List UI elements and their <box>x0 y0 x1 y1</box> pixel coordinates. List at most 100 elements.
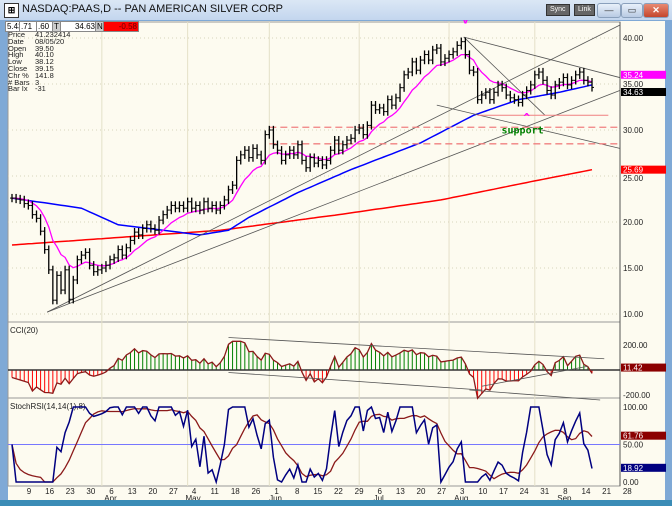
link-button[interactable]: Link <box>574 4 595 16</box>
month-label: Jun <box>269 494 282 500</box>
date-tick-label: 15 <box>313 487 322 496</box>
cci-line <box>11 340 593 400</box>
last-value-badge <box>621 88 666 97</box>
date-tick-label: 17 <box>499 487 508 496</box>
stochrsi-last-text: 18.92 <box>623 464 644 473</box>
info-label: Bar Ix <box>8 84 28 94</box>
month-label: May <box>185 494 200 500</box>
date-tick-label: 8 <box>563 487 568 496</box>
stochrsi-last-badge <box>621 431 666 440</box>
date-tick-label: 13 <box>128 487 137 496</box>
price-tick-label: 25.00 <box>623 174 644 183</box>
window-title: NASDAQ:PAAS,D -- PAN AMERICAN SILVER COR… <box>22 3 283 15</box>
info-label: # Bars <box>8 77 30 87</box>
cci-title: CCI(20) <box>10 326 38 335</box>
date-tick-label: 9 <box>27 487 32 496</box>
info-value: 08/05/20 <box>35 36 65 46</box>
info-value: 141.8 <box>35 70 54 80</box>
maximize-button[interactable]: ▭ <box>621 3 643 18</box>
date-tick-label: 13 <box>396 487 405 496</box>
info-label: Close <box>8 64 28 73</box>
info-value: 40.10 <box>35 50 54 60</box>
close-button[interactable]: ✕ <box>643 3 669 18</box>
info-row: Close 39.15 <box>8 64 54 73</box>
date-tick-label: 21 <box>602 487 611 496</box>
info-value: 3 <box>35 77 40 87</box>
price-tick-label: 30.00 <box>623 126 644 135</box>
date-tick-label: 31 <box>540 487 549 496</box>
stochrsi-last-text: 61.76 <box>623 432 644 441</box>
date-tick-label: 10 <box>478 487 487 496</box>
info-row: Date 08/05/20 <box>8 36 65 46</box>
cci-trendline <box>481 365 588 387</box>
stochrsi-title: StochRSI(14,14(1),8) <box>10 402 86 411</box>
ma-mid-line <box>11 84 593 236</box>
date-tick-label: 11 <box>211 487 220 496</box>
trendline <box>46 24 620 313</box>
info-value: -31 <box>35 84 46 94</box>
price-tick-label: 15.00 <box>623 264 644 273</box>
info-value: 38.12 <box>35 57 54 67</box>
chart-app-icon: ⊞ <box>4 3 19 18</box>
info-row: High 40.10 <box>8 50 54 60</box>
month-label: Sep <box>557 494 572 500</box>
date-tick-label: 26 <box>251 487 260 496</box>
date-tick-label: 1 <box>274 487 279 496</box>
sync-button[interactable]: Sync <box>546 4 570 16</box>
info-label: Chr % <box>8 70 29 80</box>
title-bar: ⊞ NASDAQ:PAAS,D -- PAN AMERICAN SILVER C… <box>0 0 672 20</box>
change-field: -0.58 <box>103 21 139 32</box>
last-value-badge <box>621 165 666 174</box>
date-tick-label: 30 <box>86 487 95 496</box>
month-label: Jul <box>374 494 384 500</box>
ma-slow-line <box>11 168 593 246</box>
stochrsi-tick-label: 100.00 <box>623 403 648 412</box>
cci-tick-label: 200.00 <box>623 341 648 350</box>
info-row: # Bars 3 <box>8 77 40 87</box>
info-row: Open 39.50 <box>8 43 54 53</box>
date-tick-label: 23 <box>66 487 75 496</box>
date-tick-label: 6 <box>377 487 382 496</box>
price-tick-label: 40.00 <box>623 34 644 43</box>
minimize-button[interactable]: — <box>597 3 621 18</box>
price-tick-label: 20.00 <box>623 218 644 227</box>
info-row: Low 38.12 <box>8 57 54 67</box>
price-tick-label: 10.00 <box>623 310 644 319</box>
cci-last-text: 11.42 <box>623 364 643 373</box>
date-tick-label: 28 <box>623 487 632 496</box>
stochrsi-line <box>11 405 593 485</box>
trendline <box>463 36 620 78</box>
info-row: Price 41.232414 <box>8 30 71 39</box>
month-label: Aug <box>454 494 468 500</box>
last-value-text: 25.69 <box>623 166 644 175</box>
price-tick-label: 35.00 <box>623 80 644 89</box>
info-label: Date <box>8 36 24 46</box>
date-tick-label: 8 <box>295 487 300 496</box>
date-tick-label: 18 <box>231 487 240 496</box>
date-tick-label: 27 <box>169 487 178 496</box>
info-label: Low <box>8 57 22 67</box>
info-label: Open <box>8 43 27 53</box>
date-tick-label: 6 <box>109 487 114 496</box>
stochrsi-last-badge <box>621 463 666 472</box>
cci-trendline <box>228 337 605 360</box>
info-value: 39.15 <box>35 64 54 73</box>
trendline <box>463 36 546 116</box>
date-tick-label: 20 <box>148 487 157 496</box>
cci-tick-label: -200.00 <box>623 391 651 400</box>
date-tick-label: 14 <box>582 487 591 496</box>
date-tick-label: 20 <box>417 487 426 496</box>
pivot-marker: v <box>462 20 469 26</box>
date-tick-label: 24 <box>520 487 529 496</box>
info-label: High <box>8 50 24 60</box>
cci-trendline <box>228 372 482 391</box>
month-label: Apr <box>104 494 117 500</box>
last-value-text: 35.24 <box>623 71 644 80</box>
cci-trendline <box>469 389 601 401</box>
pivot-marker: ^ <box>523 111 530 124</box>
date-tick-label: 16 <box>45 487 54 496</box>
stochrsi-tick-label: 50.00 <box>623 441 644 450</box>
info-value: 41.232414 <box>35 30 71 39</box>
info-row: Chr % 141.8 <box>8 70 54 80</box>
